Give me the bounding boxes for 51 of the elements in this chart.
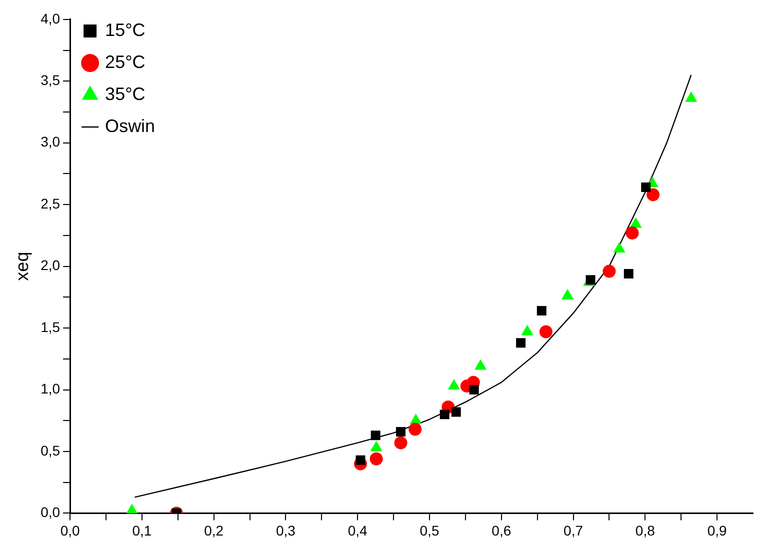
point <box>440 410 450 420</box>
y-tick-label: 1,0 <box>40 380 60 397</box>
x-tick-label: 0,8 <box>635 522 656 538</box>
point <box>448 380 460 390</box>
y-tick-label: 3,0 <box>40 134 60 150</box>
legend-label: 25°C <box>105 52 146 72</box>
point <box>451 407 461 417</box>
point <box>685 92 697 102</box>
point <box>630 218 642 228</box>
y-tick-label: 2,0 <box>40 257 60 274</box>
point <box>408 422 422 436</box>
y-tick-label: 0,0 <box>40 504 60 520</box>
x-tick-label: 0,5 <box>420 522 440 538</box>
point <box>562 289 574 300</box>
x-tick-label: 0,3 <box>276 522 296 538</box>
point <box>469 385 479 394</box>
x-tick-label: 0,1 <box>132 522 152 538</box>
legend-label: 15°C <box>105 20 146 40</box>
x-tick-label: 0,9 <box>707 522 727 538</box>
legend-label: 35°C <box>105 84 146 104</box>
point <box>474 360 486 370</box>
point <box>410 414 422 424</box>
point <box>586 275 596 285</box>
point <box>516 338 526 348</box>
point <box>614 242 625 253</box>
point <box>624 268 634 278</box>
point <box>370 430 380 440</box>
point <box>370 452 383 466</box>
point <box>370 441 382 452</box>
y-tick-label: 3,5 <box>40 72 60 88</box>
y-tick-label: 2,5 <box>40 195 60 212</box>
point <box>394 436 408 450</box>
y-tick-label: 4,0 <box>40 10 60 26</box>
point <box>396 426 406 436</box>
y-axis-title: xeq <box>12 252 32 281</box>
y-tick-label: 0,5 <box>40 442 60 458</box>
point <box>522 325 533 336</box>
point <box>356 455 366 465</box>
point <box>539 325 552 338</box>
point <box>641 182 651 192</box>
legend-label: Oswin <box>105 116 156 136</box>
point <box>626 226 639 240</box>
x-tick-label: 0,6 <box>492 522 512 538</box>
x-tick-label: 0,2 <box>204 522 224 538</box>
x-tick-label: 0,0 <box>60 522 80 538</box>
point <box>536 306 546 316</box>
y-tick-label: 1,5 <box>40 318 60 335</box>
point <box>602 264 616 278</box>
x-tick-label: 0,4 <box>348 522 368 538</box>
point <box>646 188 660 202</box>
x-tick-label: 0,7 <box>564 522 584 538</box>
